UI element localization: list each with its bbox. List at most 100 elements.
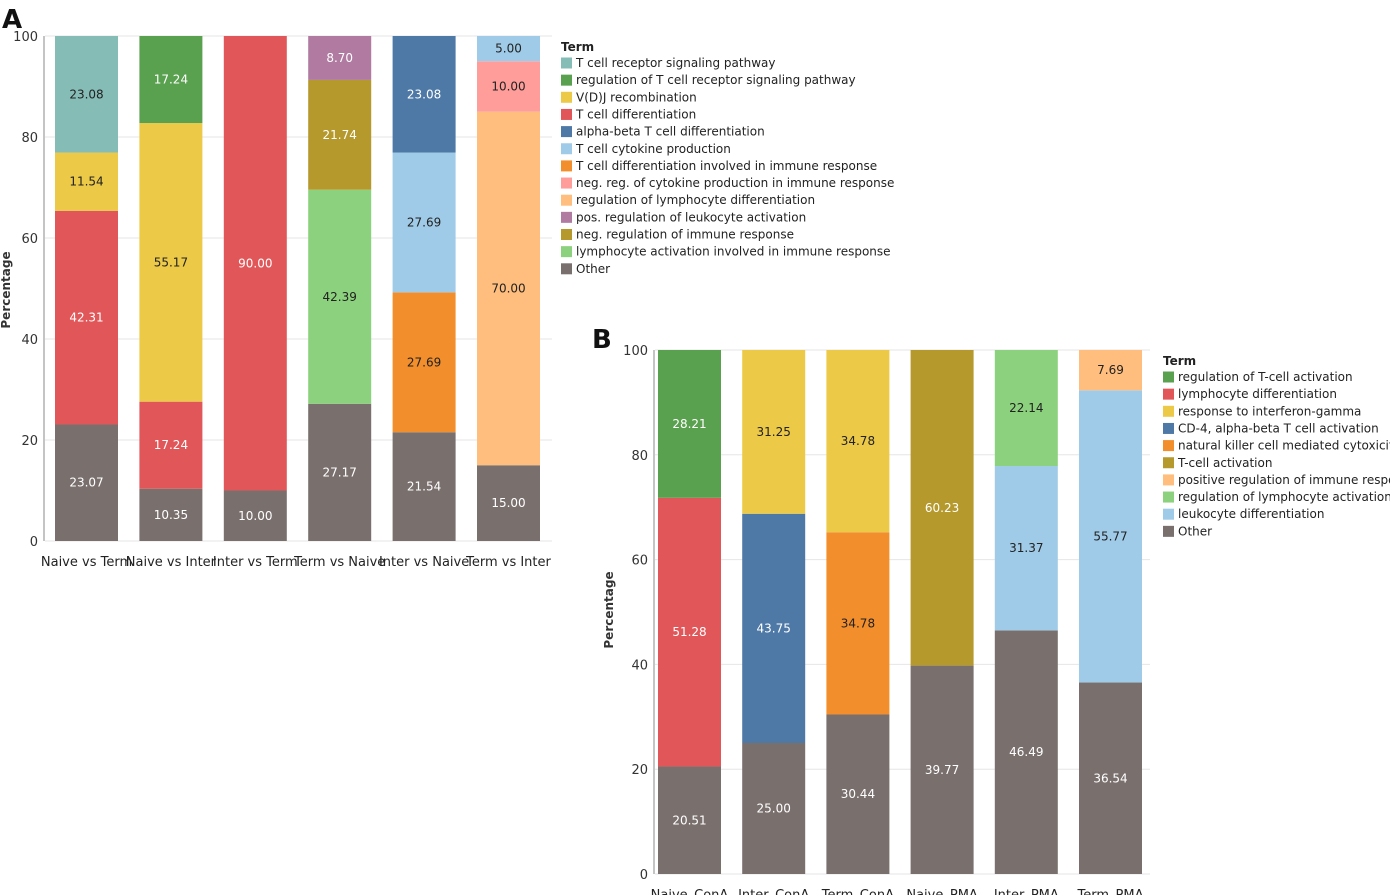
x-tick-label: Term vs Inter bbox=[465, 555, 551, 570]
data-label: 10.00 bbox=[491, 80, 525, 94]
legend-swatch bbox=[1163, 474, 1174, 486]
data-label: 55.77 bbox=[1093, 529, 1127, 543]
data-label: 31.37 bbox=[1009, 541, 1043, 555]
data-label: 23.07 bbox=[69, 476, 103, 490]
legend-swatch bbox=[1163, 508, 1174, 520]
panel-label: A bbox=[2, 5, 22, 35]
data-label: 27.17 bbox=[323, 465, 357, 479]
y-axis-title: Percentage bbox=[0, 251, 13, 328]
data-label: 43.75 bbox=[757, 621, 791, 635]
legend-label: neg. regulation of immune response bbox=[576, 228, 794, 242]
legend-label: T cell differentiation bbox=[575, 107, 696, 121]
legend-label: Other bbox=[576, 262, 610, 276]
bar-segment bbox=[392, 152, 456, 293]
bar-segment bbox=[392, 292, 456, 433]
x-tick-label: Naive_PMA bbox=[906, 888, 978, 895]
data-label: 31.25 bbox=[757, 425, 791, 439]
bar-segment bbox=[742, 350, 806, 514]
bar-segment bbox=[55, 152, 118, 211]
x-tick-label: Term vs Naive bbox=[293, 555, 385, 570]
data-label: 23.08 bbox=[69, 87, 103, 101]
bar-segment bbox=[826, 350, 890, 533]
bar-segment bbox=[308, 79, 372, 190]
legend-label: lymphocyte activation involved in immune… bbox=[576, 245, 891, 259]
data-label: 34.78 bbox=[841, 616, 875, 630]
bar-segment bbox=[139, 123, 203, 402]
legend-label: neg. reg. of cytokine production in immu… bbox=[576, 176, 894, 190]
data-label: 27.69 bbox=[407, 215, 441, 229]
legend-label: regulation of T-cell activation bbox=[1178, 370, 1353, 384]
bar-segment bbox=[994, 630, 1058, 874]
bar-segment bbox=[477, 111, 540, 466]
legend-swatch bbox=[1163, 422, 1174, 434]
data-label: 15.00 bbox=[491, 496, 525, 510]
x-tick-label: Naive_ConA bbox=[651, 888, 729, 895]
data-label: 25.00 bbox=[757, 802, 791, 816]
bar-segment bbox=[658, 350, 721, 498]
legend-swatch bbox=[1163, 388, 1174, 400]
data-label: 30.44 bbox=[841, 787, 875, 801]
data-label: 42.31 bbox=[69, 311, 103, 325]
data-label: 39.77 bbox=[925, 763, 959, 777]
y-tick-label: 100 bbox=[13, 30, 38, 45]
legend-label: positive regulation of immune response bbox=[1178, 473, 1390, 487]
bar-segment bbox=[658, 766, 721, 874]
legend-swatch bbox=[1163, 491, 1174, 503]
x-tick-label: Inter vs Term bbox=[213, 555, 298, 570]
data-label: 21.54 bbox=[407, 480, 441, 494]
data-label: 21.74 bbox=[323, 128, 357, 142]
legend-swatch bbox=[561, 177, 572, 189]
legend-swatch bbox=[1163, 440, 1174, 452]
x-tick-label: Term_PMA bbox=[1077, 888, 1144, 895]
x-tick-label: Term_ConA bbox=[821, 888, 894, 895]
bar-segment bbox=[139, 488, 203, 541]
bar-segment bbox=[308, 36, 372, 80]
bar-segment bbox=[223, 36, 287, 491]
bar-segment bbox=[1079, 682, 1142, 874]
data-label: 20.51 bbox=[672, 813, 706, 827]
bar-segment bbox=[1079, 350, 1142, 391]
bar-segment bbox=[826, 532, 890, 715]
y-tick-label: 60 bbox=[21, 232, 38, 247]
legend-swatch bbox=[1163, 525, 1174, 537]
legend-label: alpha-beta T cell differentiation bbox=[576, 125, 765, 139]
legend-swatch bbox=[561, 108, 572, 120]
data-label: 60.23 bbox=[925, 501, 959, 515]
legend-label: regulation of lymphocyte activation bbox=[1178, 490, 1390, 504]
legend-label: regulation of T cell receptor signaling … bbox=[576, 73, 856, 87]
x-tick-label: Naive vs Term bbox=[41, 555, 132, 570]
data-label: 34.78 bbox=[841, 434, 875, 448]
bar-segment bbox=[139, 36, 203, 124]
legend-swatch bbox=[561, 246, 572, 258]
data-label: 17.24 bbox=[154, 438, 188, 452]
legend-swatch bbox=[561, 263, 572, 275]
data-label: 8.70 bbox=[326, 51, 353, 65]
data-label: 55.17 bbox=[154, 255, 188, 269]
legend-label: response to interferon-gamma bbox=[1178, 404, 1361, 418]
legend-swatch bbox=[561, 143, 572, 155]
legend-swatch bbox=[561, 160, 572, 172]
bar-segment bbox=[477, 465, 540, 541]
data-label: 22.14 bbox=[1009, 401, 1043, 415]
y-tick-label: 20 bbox=[631, 763, 648, 778]
legend-swatch bbox=[561, 229, 572, 240]
legend-swatch bbox=[561, 126, 572, 138]
bar-segment bbox=[658, 497, 721, 767]
x-tick-label: Inter vs Naive bbox=[379, 555, 469, 570]
y-axis-title: Percentage bbox=[602, 571, 616, 648]
legend-label: lymphocyte differentiation bbox=[1178, 387, 1337, 401]
bar-segment bbox=[742, 513, 806, 743]
legend-label: T cell cytokine production bbox=[575, 142, 731, 156]
bar-segment bbox=[308, 403, 372, 541]
y-tick-label: 40 bbox=[631, 658, 648, 673]
legend-label: regulation of lymphocyte differentiation bbox=[576, 193, 815, 207]
data-label: 11.54 bbox=[69, 175, 103, 189]
legend-swatch bbox=[1163, 371, 1174, 383]
legend-label: T-cell activation bbox=[1177, 456, 1272, 470]
bar-segment bbox=[392, 432, 456, 541]
data-label: 46.49 bbox=[1009, 745, 1043, 759]
bar-segment bbox=[477, 61, 540, 112]
bar-segment bbox=[55, 36, 118, 153]
data-label: 36.54 bbox=[1093, 771, 1127, 785]
legend-label: V(D)J recombination bbox=[576, 90, 697, 104]
